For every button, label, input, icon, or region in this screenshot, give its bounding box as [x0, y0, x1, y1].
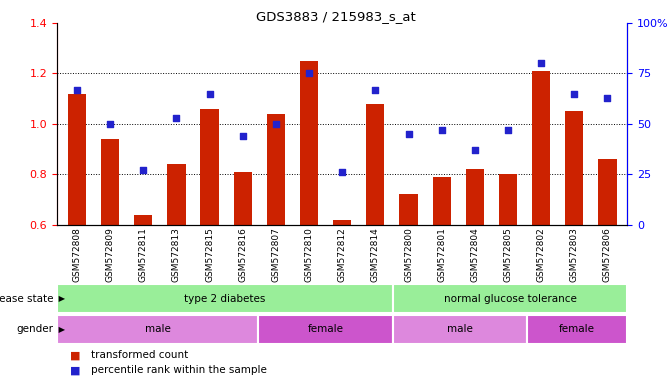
Bar: [300, 61, 318, 225]
Text: gender: gender: [17, 324, 54, 334]
Bar: [393, 284, 627, 313]
Point: [105, 121, 115, 127]
Bar: [167, 164, 185, 225]
Point: [569, 91, 580, 97]
Point: [470, 147, 480, 153]
Point: [270, 121, 281, 127]
Point: [138, 167, 148, 173]
Bar: [366, 104, 384, 225]
Bar: [532, 71, 550, 225]
Point: [72, 86, 83, 93]
Bar: [499, 174, 517, 225]
Bar: [234, 172, 252, 225]
Point: [436, 127, 447, 133]
Bar: [267, 114, 285, 225]
Point: [304, 70, 315, 76]
Point: [337, 169, 348, 175]
Point: [403, 131, 414, 137]
Point: [536, 60, 547, 66]
Point: [204, 91, 215, 97]
Text: ■: ■: [70, 350, 81, 360]
Text: male: male: [145, 324, 170, 334]
Text: type 2 diabetes: type 2 diabetes: [184, 293, 266, 304]
Text: female: female: [559, 324, 595, 334]
Text: male: male: [447, 324, 472, 334]
Text: ▶: ▶: [56, 325, 65, 334]
Bar: [466, 169, 484, 225]
Text: ▶: ▶: [56, 294, 65, 303]
Bar: [57, 315, 258, 344]
Bar: [201, 109, 219, 225]
Point: [171, 115, 182, 121]
Text: GDS3883 / 215983_s_at: GDS3883 / 215983_s_at: [256, 10, 415, 23]
Text: female: female: [307, 324, 344, 334]
Text: percentile rank within the sample: percentile rank within the sample: [91, 366, 266, 376]
Bar: [527, 315, 627, 344]
Bar: [565, 111, 584, 225]
Bar: [101, 139, 119, 225]
Bar: [258, 315, 393, 344]
Point: [503, 127, 513, 133]
Point: [602, 94, 613, 101]
Text: ■: ■: [70, 366, 81, 376]
Bar: [399, 194, 417, 225]
Bar: [333, 220, 352, 225]
Bar: [57, 284, 393, 313]
Bar: [393, 315, 527, 344]
Bar: [599, 159, 617, 225]
Text: normal glucose tolerance: normal glucose tolerance: [444, 293, 576, 304]
Text: disease state: disease state: [0, 293, 54, 304]
Point: [238, 133, 248, 139]
Point: [370, 86, 380, 93]
Bar: [68, 94, 86, 225]
Text: transformed count: transformed count: [91, 350, 188, 360]
Bar: [433, 177, 451, 225]
Bar: [134, 215, 152, 225]
